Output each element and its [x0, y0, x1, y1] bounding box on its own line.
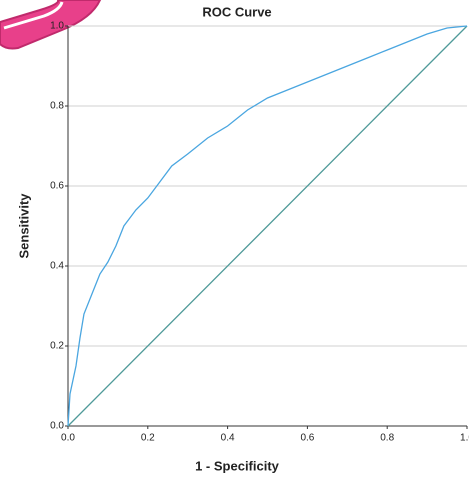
x-tick-label: 1.0 [460, 433, 469, 444]
chart: ROC Curve 1 - Specificity Sensitivity 0.… [0, 0, 469, 478]
y-tick-label: 0.2 [50, 341, 64, 352]
y-tick-label: 0.6 [50, 181, 64, 192]
y-tick-label: 0.0 [50, 421, 64, 432]
x-axis-label: 1 - Specificity [195, 458, 280, 473]
x-tick-label: 0.0 [61, 433, 75, 444]
background [0, 0, 469, 478]
y-axis-label: Sensitivity [16, 193, 31, 259]
y-tick-label: 1.0 [50, 21, 64, 32]
x-tick-label: 0.6 [300, 433, 314, 444]
y-tick-label: 0.4 [50, 261, 64, 272]
x-tick-label: 0.2 [141, 433, 155, 444]
chart-title: ROC Curve [202, 4, 271, 19]
y-tick-label: 0.8 [50, 101, 64, 112]
x-tick-label: 0.8 [380, 433, 394, 444]
x-tick-label: 0.4 [221, 433, 235, 444]
